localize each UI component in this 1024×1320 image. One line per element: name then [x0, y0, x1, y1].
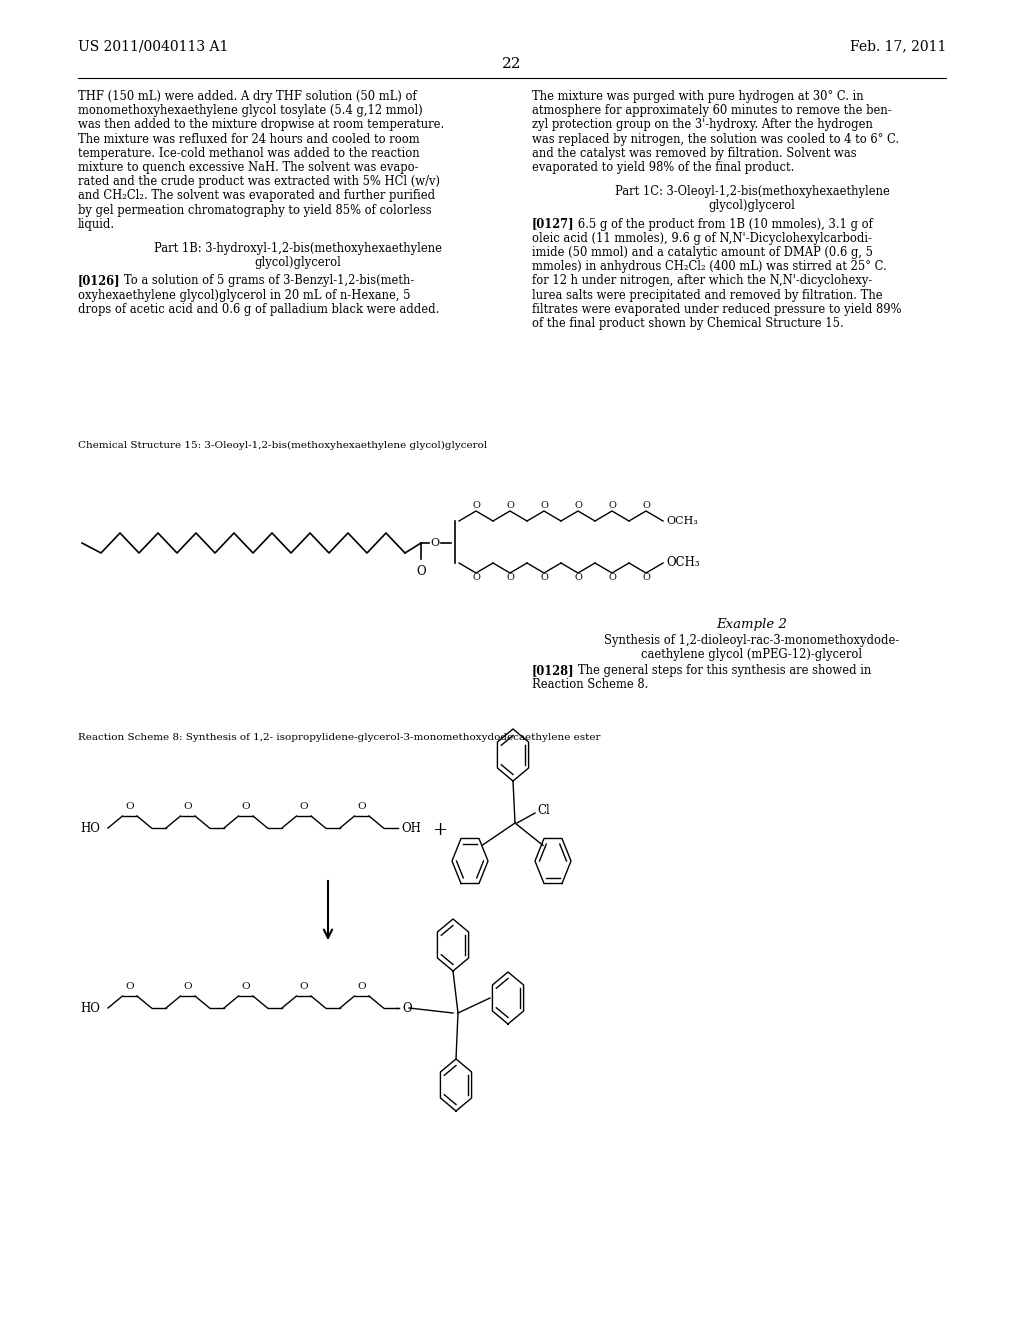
Text: +: +: [432, 821, 447, 840]
Text: and the catalyst was removed by filtration. Solvent was: and the catalyst was removed by filtrati…: [532, 147, 857, 160]
Text: O: O: [574, 573, 582, 582]
Text: mmoles) in anhydrous CH₂Cl₂ (400 mL) was stirred at 25° C.: mmoles) in anhydrous CH₂Cl₂ (400 mL) was…: [532, 260, 887, 273]
Text: O: O: [608, 502, 616, 511]
Text: O: O: [472, 502, 480, 511]
Text: THF (150 mL) were added. A dry THF solution (50 mL) of: THF (150 mL) were added. A dry THF solut…: [78, 90, 417, 103]
Text: Cl: Cl: [537, 804, 550, 817]
Text: Part 1B: 3-hydroxyl-1,2-bis(methoxyhexaethylene: Part 1B: 3-hydroxyl-1,2-bis(methoxyhexae…: [154, 242, 442, 255]
Text: by gel permeation chromatography to yield 85% of colorless: by gel permeation chromatography to yiel…: [78, 203, 432, 216]
Text: Example 2: Example 2: [717, 618, 787, 631]
Text: Reaction Scheme 8.: Reaction Scheme 8.: [532, 678, 648, 692]
Text: OCH₃: OCH₃: [666, 516, 698, 525]
Text: Synthesis of 1,2-dioleoyl-rac-3-monomethoxydode-: Synthesis of 1,2-dioleoyl-rac-3-monometh…: [604, 634, 900, 647]
Text: for 12 h under nitrogen, after which the N,N'-dicyclohexy-: for 12 h under nitrogen, after which the…: [532, 275, 872, 288]
Text: [0126]: [0126]: [78, 275, 121, 288]
Text: O: O: [540, 573, 548, 582]
Text: The mixture was purged with pure hydrogen at 30° C. in: The mixture was purged with pure hydroge…: [532, 90, 863, 103]
Text: [0128]: [0128]: [532, 664, 574, 677]
Text: O: O: [183, 803, 193, 810]
Text: O: O: [242, 982, 250, 991]
Text: zyl protection group on the 3'-hydroxy. After the hydrogen: zyl protection group on the 3'-hydroxy. …: [532, 119, 872, 132]
Text: O: O: [574, 502, 582, 511]
Text: was then added to the mixture dropwise at room temperature.: was then added to the mixture dropwise a…: [78, 119, 444, 132]
Text: O: O: [608, 573, 616, 582]
Text: oleic acid (11 mmoles), 9.6 g of N,N'-Dicyclohexylcarbodi-: oleic acid (11 mmoles), 9.6 g of N,N'-Di…: [532, 232, 871, 244]
Text: O: O: [357, 803, 366, 810]
Text: O: O: [506, 502, 514, 511]
Text: glycol)glycerol: glycol)glycerol: [709, 199, 796, 213]
Text: O: O: [430, 539, 439, 548]
Text: Reaction Scheme 8: Synthesis of 1,2- isopropylidene-glycerol-3-monomethoxydodeca: Reaction Scheme 8: Synthesis of 1,2- iso…: [78, 733, 600, 742]
Text: caethylene glycol (mPEG-12)-glycerol: caethylene glycol (mPEG-12)-glycerol: [641, 648, 862, 661]
Text: 22: 22: [502, 57, 522, 71]
Text: O: O: [125, 803, 134, 810]
Text: liquid.: liquid.: [78, 218, 115, 231]
Text: filtrates were evaporated under reduced pressure to yield 89%: filtrates were evaporated under reduced …: [532, 302, 901, 315]
Text: To a solution of 5 grams of 3-Benzyl-1,2-bis(meth-: To a solution of 5 grams of 3-Benzyl-1,2…: [113, 275, 415, 288]
Text: The mixture was refluxed for 24 hours and cooled to room: The mixture was refluxed for 24 hours an…: [78, 132, 420, 145]
Text: O: O: [299, 803, 308, 810]
Text: O: O: [299, 982, 308, 991]
Text: US 2011/0040113 A1: US 2011/0040113 A1: [78, 40, 228, 53]
Text: and CH₂Cl₂. The solvent was evaporated and further purified: and CH₂Cl₂. The solvent was evaporated a…: [78, 189, 435, 202]
Text: HO: HO: [80, 821, 100, 834]
Text: glycol)glycerol: glycol)glycerol: [255, 256, 341, 269]
Text: of the final product shown by Chemical Structure 15.: of the final product shown by Chemical S…: [532, 317, 844, 330]
Text: atmosphere for approximately 60 minutes to remove the ben-: atmosphere for approximately 60 minutes …: [532, 104, 892, 117]
Text: was replaced by nitrogen, the solution was cooled to 4 to 6° C.: was replaced by nitrogen, the solution w…: [532, 132, 899, 145]
Text: temperature. Ice-cold methanol was added to the reaction: temperature. Ice-cold methanol was added…: [78, 147, 420, 160]
Text: O: O: [402, 1002, 412, 1015]
Text: OH: OH: [401, 821, 421, 834]
Text: lurea salts were precipitated and removed by filtration. The: lurea salts were precipitated and remove…: [532, 289, 883, 301]
Text: oxyhexaethylene glycol)glycerol in 20 mL of n-Hexane, 5: oxyhexaethylene glycol)glycerol in 20 mL…: [78, 289, 411, 301]
Text: Chemical Structure 15: 3-Oleoyl-1,2-bis(methoxyhexaethylene glycol)glycerol: Chemical Structure 15: 3-Oleoyl-1,2-bis(…: [78, 441, 487, 450]
Text: O: O: [357, 982, 366, 991]
Text: imide (50 mmol) and a catalytic amount of DMAP (0.6 g, 5: imide (50 mmol) and a catalytic amount o…: [532, 246, 873, 259]
Text: HO: HO: [80, 1002, 100, 1015]
Text: O: O: [540, 502, 548, 511]
Text: OCH₃: OCH₃: [666, 557, 699, 569]
Text: 6.5 g of the product from 1B (10 mmoles), 3.1 g of: 6.5 g of the product from 1B (10 mmoles)…: [567, 218, 872, 231]
Text: O: O: [416, 565, 426, 578]
Text: Feb. 17, 2011: Feb. 17, 2011: [850, 40, 946, 53]
Text: O: O: [506, 573, 514, 582]
Text: drops of acetic acid and 0.6 g of palladium black were added.: drops of acetic acid and 0.6 g of pallad…: [78, 302, 439, 315]
Text: The general steps for this synthesis are showed in: The general steps for this synthesis are…: [567, 664, 871, 677]
Text: O: O: [642, 573, 650, 582]
Text: Part 1C: 3-Oleoyl-1,2-bis(methoxyhexaethylene: Part 1C: 3-Oleoyl-1,2-bis(methoxyhexaeth…: [614, 185, 890, 198]
Text: rated and the crude product was extracted with 5% HCl (w/v): rated and the crude product was extracte…: [78, 176, 440, 189]
Text: evaporated to yield 98% of the final product.: evaporated to yield 98% of the final pro…: [532, 161, 795, 174]
Text: monomethoxyhexaethylene glycol tosylate (5.4 g,12 mmol): monomethoxyhexaethylene glycol tosylate …: [78, 104, 423, 117]
Text: O: O: [642, 502, 650, 511]
Text: O: O: [125, 982, 134, 991]
Text: mixture to quench excessive NaH. The solvent was evapo-: mixture to quench excessive NaH. The sol…: [78, 161, 419, 174]
Text: O: O: [242, 803, 250, 810]
Text: O: O: [183, 982, 193, 991]
Text: O: O: [472, 573, 480, 582]
Text: [0127]: [0127]: [532, 218, 574, 231]
